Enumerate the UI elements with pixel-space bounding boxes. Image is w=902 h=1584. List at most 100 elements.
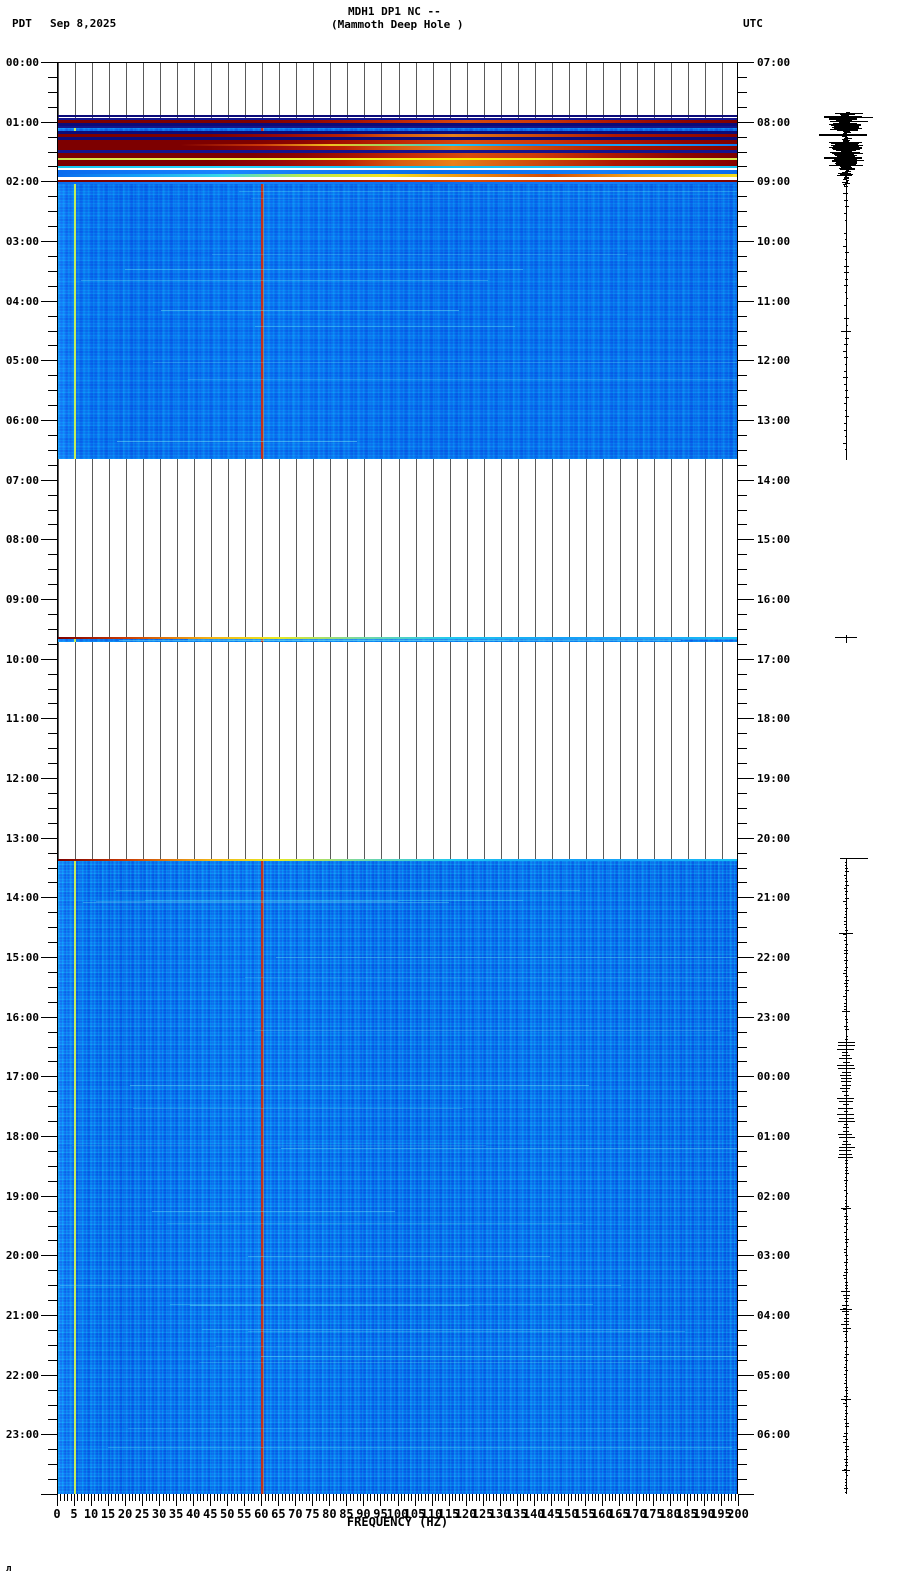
time-tick-major xyxy=(41,1016,57,1018)
trace-spike xyxy=(844,1173,849,1175)
noise-streak xyxy=(127,1427,650,1429)
time-tick-major xyxy=(738,121,754,123)
time-tick-minor xyxy=(48,1344,57,1346)
trace-spike xyxy=(845,179,849,181)
time-tick-minor xyxy=(48,1270,57,1272)
freq-tick-minor xyxy=(731,1494,733,1501)
trace-spike xyxy=(844,175,847,177)
trace-spike xyxy=(845,1360,848,1362)
utc-time-label-11: 18:00 xyxy=(757,712,791,726)
freq-label-60: 60 xyxy=(254,1507,269,1521)
trace-spike xyxy=(836,163,857,165)
noise-streak xyxy=(248,1255,550,1257)
pdt-time-label-17: 17:00 xyxy=(5,1070,39,1084)
freq-tick-minor xyxy=(288,1494,290,1501)
trace-spike xyxy=(843,1216,848,1217)
pdt-time-label-16: 16:00 xyxy=(5,1010,39,1024)
trace-spike xyxy=(844,1314,849,1316)
trace-spike xyxy=(838,1101,854,1103)
time-tick-minor xyxy=(738,345,747,347)
freq-label-95: 95 xyxy=(373,1507,388,1521)
trace-spike xyxy=(840,1309,852,1310)
noise-streak xyxy=(161,310,460,312)
trace-spike xyxy=(837,1097,854,1099)
time-tick-minor xyxy=(48,807,57,809)
time-tick-minor xyxy=(738,1344,747,1346)
freq-tick-minor xyxy=(234,1494,236,1501)
freq-tick-minor xyxy=(111,1494,113,1501)
event-band-3 xyxy=(58,122,737,126)
freq-tick-major xyxy=(210,1494,212,1506)
trace-spike xyxy=(844,131,851,133)
time-tick-minor xyxy=(48,524,57,526)
trace-spike xyxy=(846,324,848,326)
trace-spike xyxy=(845,1343,847,1345)
trace-spike xyxy=(838,1045,855,1047)
time-tick-minor xyxy=(48,151,57,153)
trace-spike xyxy=(843,130,851,132)
utc-time-label-4: 11:00 xyxy=(757,294,791,308)
spectrogram-plot[interactable] xyxy=(57,62,738,1494)
trace-spike xyxy=(844,910,847,912)
time-tick-major xyxy=(41,300,57,302)
trace-spike xyxy=(844,1481,847,1483)
trace-spike xyxy=(844,265,849,267)
trace-spike xyxy=(844,1271,849,1273)
trace-spike xyxy=(845,1202,848,1204)
time-tick-minor xyxy=(48,1285,57,1287)
trace-spike xyxy=(836,129,858,131)
time-tick-minor xyxy=(48,703,57,705)
trace-spike xyxy=(844,1334,847,1336)
freq-label-10: 10 xyxy=(83,1507,99,1521)
noise-streak xyxy=(199,1361,649,1363)
trace-spike xyxy=(838,1147,855,1148)
trace-spike xyxy=(844,1238,849,1240)
trace-spike xyxy=(844,884,849,886)
trace-spike xyxy=(843,1419,847,1421)
time-tick-minor xyxy=(738,1300,747,1302)
pdt-time-label-0: 00:00 xyxy=(5,56,39,69)
freq-tick-minor xyxy=(87,1494,89,1501)
trace-spike xyxy=(834,153,855,155)
noise-streak xyxy=(212,253,627,255)
freq-label-90: 90 xyxy=(356,1507,371,1521)
trace-spike xyxy=(843,1278,848,1280)
trace-spike xyxy=(829,146,862,148)
trace-spike xyxy=(843,350,848,352)
trace-spike xyxy=(845,930,848,932)
trace-spike xyxy=(841,330,851,332)
time-axis-right-utc: 07:00 08:00 09:00 10:00 11:00 12:00 13:00 14:00… xyxy=(738,56,818,1502)
time-tick-minor xyxy=(48,211,57,213)
time-tick-major xyxy=(738,1016,754,1018)
freq-tick-major xyxy=(227,1494,229,1506)
trace-spike xyxy=(843,887,847,889)
event-band-7 xyxy=(58,136,737,140)
freq-label-20: 20 xyxy=(117,1507,133,1521)
trace-spike xyxy=(844,877,848,879)
freq-label-0: 0 xyxy=(53,1507,61,1521)
time-tick-minor xyxy=(48,166,57,168)
trace-spike xyxy=(837,1120,855,1122)
trace-spike xyxy=(844,960,848,961)
time-tick-minor xyxy=(48,912,57,914)
trace-spike xyxy=(843,917,848,919)
freq-tick-major xyxy=(465,1494,467,1506)
time-tick-minor xyxy=(48,852,57,854)
freq-label-185: 185 xyxy=(676,1507,698,1521)
freq-tick-major xyxy=(567,1494,569,1506)
freq-tick-minor xyxy=(356,1494,358,1501)
freq-tick-minor xyxy=(189,1494,191,1501)
trace-spike xyxy=(845,278,849,280)
event-band-1 xyxy=(58,117,737,121)
trace-spike xyxy=(845,1337,847,1339)
freq-label-5: 5 xyxy=(70,1507,78,1521)
trace-spike xyxy=(844,1206,849,1208)
trace-spike xyxy=(846,169,850,171)
time-tick-minor xyxy=(48,927,57,929)
trace-spike xyxy=(841,1398,851,1400)
freq-tick-major xyxy=(380,1494,382,1506)
trace-spike xyxy=(845,416,849,418)
freq-tick-minor xyxy=(421,1494,423,1501)
time-tick-minor xyxy=(738,405,747,407)
freq-label-150: 150 xyxy=(556,1507,579,1521)
